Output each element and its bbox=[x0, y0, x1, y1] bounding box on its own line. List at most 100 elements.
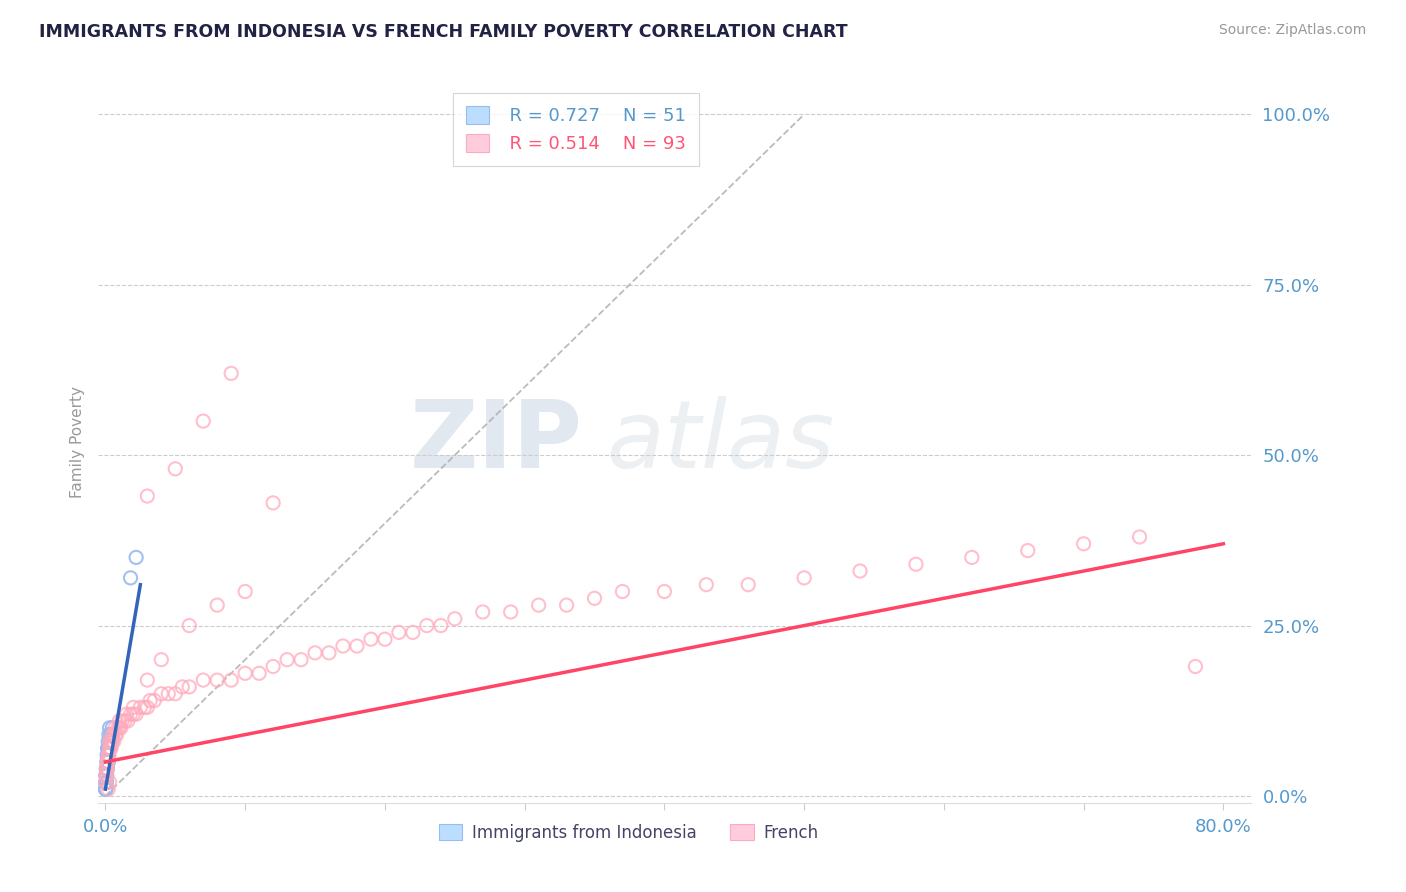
Point bbox=[143, 693, 166, 707]
Point bbox=[247, 666, 270, 681]
Point bbox=[101, 728, 124, 742]
Point bbox=[100, 728, 122, 742]
Point bbox=[97, 748, 120, 763]
Point bbox=[97, 748, 120, 763]
Point bbox=[346, 639, 368, 653]
Point bbox=[101, 728, 124, 742]
Point bbox=[443, 612, 465, 626]
Point bbox=[695, 577, 717, 591]
Point bbox=[103, 734, 125, 748]
Point bbox=[104, 728, 127, 742]
Point bbox=[98, 775, 121, 789]
Point bbox=[318, 646, 340, 660]
Point bbox=[94, 768, 117, 782]
Point bbox=[122, 700, 145, 714]
Point bbox=[360, 632, 382, 647]
Point bbox=[150, 687, 173, 701]
Text: ZIP: ZIP bbox=[409, 395, 582, 488]
Point bbox=[104, 721, 127, 735]
Point bbox=[96, 762, 118, 776]
Point bbox=[94, 775, 117, 789]
Point bbox=[402, 625, 425, 640]
Point bbox=[97, 748, 120, 763]
Point bbox=[134, 700, 156, 714]
Point bbox=[122, 707, 145, 722]
Point bbox=[96, 762, 118, 776]
Point bbox=[219, 673, 242, 687]
Text: atlas: atlas bbox=[606, 396, 834, 487]
Point bbox=[120, 707, 142, 722]
Point bbox=[97, 728, 120, 742]
Point bbox=[219, 367, 242, 381]
Point bbox=[97, 741, 120, 756]
Point bbox=[94, 775, 117, 789]
Point bbox=[98, 741, 121, 756]
Point bbox=[165, 687, 187, 701]
Point bbox=[233, 584, 256, 599]
Text: Source: ZipAtlas.com: Source: ZipAtlas.com bbox=[1219, 23, 1367, 37]
Point bbox=[165, 462, 187, 476]
Point bbox=[193, 414, 215, 428]
Point bbox=[304, 646, 326, 660]
Point bbox=[100, 741, 122, 756]
Point bbox=[332, 639, 354, 653]
Point bbox=[290, 653, 312, 667]
Point bbox=[136, 700, 159, 714]
Point bbox=[107, 721, 129, 735]
Point bbox=[172, 680, 194, 694]
Point bbox=[96, 755, 118, 769]
Point bbox=[374, 632, 396, 647]
Point bbox=[96, 768, 118, 782]
Point bbox=[117, 714, 139, 728]
Point bbox=[129, 700, 152, 714]
Point bbox=[96, 755, 118, 769]
Point bbox=[96, 755, 118, 769]
Y-axis label: Family Poverty: Family Poverty bbox=[69, 385, 84, 498]
Point bbox=[97, 748, 120, 763]
Point bbox=[96, 762, 118, 776]
Point bbox=[179, 618, 201, 632]
Point bbox=[793, 571, 815, 585]
Point bbox=[94, 782, 117, 797]
Point bbox=[1017, 543, 1039, 558]
Point bbox=[388, 625, 411, 640]
Point bbox=[94, 775, 117, 789]
Point bbox=[276, 653, 298, 667]
Point bbox=[100, 728, 122, 742]
Point bbox=[94, 782, 117, 797]
Point bbox=[96, 762, 118, 776]
Point bbox=[179, 680, 201, 694]
Point bbox=[111, 714, 134, 728]
Point bbox=[96, 755, 118, 769]
Point bbox=[94, 775, 117, 789]
Point bbox=[94, 768, 117, 782]
Point bbox=[114, 714, 136, 728]
Point bbox=[108, 714, 131, 728]
Point bbox=[94, 768, 117, 782]
Point bbox=[101, 721, 124, 735]
Point bbox=[97, 755, 120, 769]
Point bbox=[1128, 530, 1150, 544]
Point bbox=[136, 673, 159, 687]
Point bbox=[150, 653, 173, 667]
Point bbox=[96, 775, 118, 789]
Point bbox=[193, 673, 215, 687]
Point bbox=[139, 693, 162, 707]
Point bbox=[98, 741, 121, 756]
Point bbox=[262, 659, 284, 673]
Point bbox=[583, 591, 606, 606]
Point bbox=[96, 768, 118, 782]
Point bbox=[105, 728, 128, 742]
Point bbox=[96, 762, 118, 776]
Point bbox=[499, 605, 522, 619]
Point bbox=[125, 707, 148, 722]
Point bbox=[110, 721, 132, 735]
Point bbox=[94, 775, 117, 789]
Point bbox=[157, 687, 180, 701]
Text: IMMIGRANTS FROM INDONESIA VS FRENCH FAMILY POVERTY CORRELATION CHART: IMMIGRANTS FROM INDONESIA VS FRENCH FAMI… bbox=[39, 23, 848, 41]
Point bbox=[94, 775, 117, 789]
Point bbox=[96, 768, 118, 782]
Point bbox=[960, 550, 983, 565]
Point bbox=[120, 571, 142, 585]
Point bbox=[96, 762, 118, 776]
